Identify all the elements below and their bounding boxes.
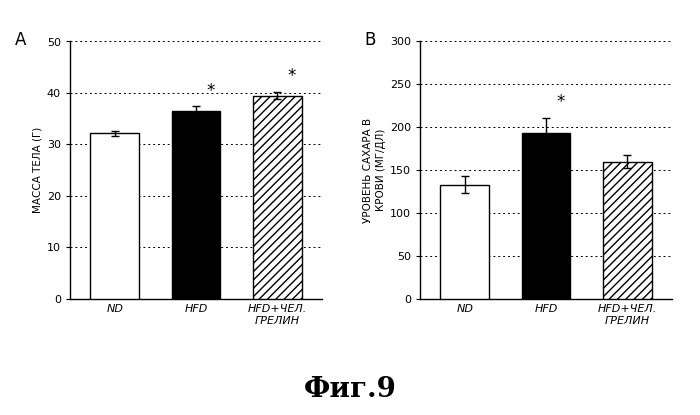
Text: В: В (365, 31, 376, 49)
Bar (172, 111, 220, 299)
Bar (90, 133, 139, 299)
Text: *: * (288, 68, 296, 85)
Bar (253, 95, 302, 299)
Text: A: A (15, 31, 26, 49)
Bar (440, 185, 489, 299)
Text: *: * (206, 82, 215, 100)
Text: *: * (556, 93, 565, 111)
Y-axis label: МАССА ТЕЛА (Г): МАССА ТЕЛА (Г) (33, 127, 43, 213)
Y-axis label: УРОВЕНЬ САХАРА В
КРОВИ (МГ/ДЛ): УРОВЕНЬ САХАРА В КРОВИ (МГ/ДЛ) (363, 117, 386, 223)
Bar (603, 161, 652, 299)
Text: Фиг.9: Фиг.9 (304, 376, 396, 403)
Bar (522, 133, 570, 299)
